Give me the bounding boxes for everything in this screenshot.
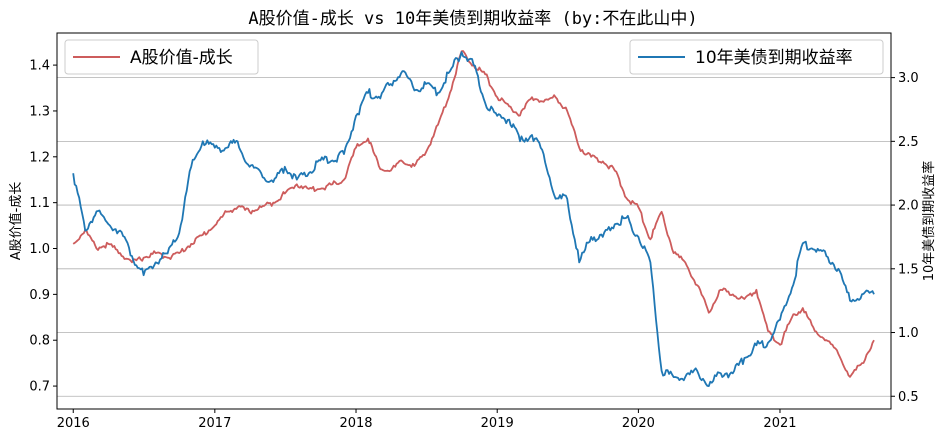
right-tick-label: 1.0 <box>898 326 919 341</box>
right-axis-label: 10年美债到期收益率 <box>921 161 937 282</box>
x-tick-label: 2020 <box>622 416 655 431</box>
legend-left-label: A股价值-成长 <box>130 48 233 68</box>
x-tick-label: 2019 <box>481 416 514 431</box>
left-tick-label: 0.7 <box>29 380 50 395</box>
left-tick-label: 0.8 <box>29 334 50 349</box>
chart-title: A股价值-成长 vs 10年美债到期收益率 (by:不在此山中) <box>248 9 697 29</box>
right-axis-grid <box>57 77 891 397</box>
legend-right-label: 10年美债到期收益率 <box>695 48 853 68</box>
legend-right: 10年美债到期收益率 <box>629 39 884 75</box>
right-tick-label: 1.5 <box>898 262 919 277</box>
legend-left: A股价值-成长 <box>64 39 259 75</box>
x-tick-label: 2017 <box>198 416 231 431</box>
right-y-axis: 0.5 1.0 1.5 2.0 2.5 3.0 <box>891 71 919 405</box>
left-tick-label: 1.0 <box>29 242 50 257</box>
series-line-value-growth <box>72 50 875 378</box>
series-layer <box>72 50 875 388</box>
left-tick-label: 1.4 <box>29 59 50 74</box>
series-line-us10y-yield <box>72 51 875 388</box>
plot-area-frame <box>56 32 892 410</box>
x-tick-label: 2021 <box>763 416 796 431</box>
right-tick-label: 3.0 <box>898 71 919 86</box>
legend-left-box <box>64 39 259 75</box>
left-y-axis: 0.7 0.8 0.9 1.0 1.1 1.2 1.3 1.4 <box>29 59 57 395</box>
left-tick-label: 1.1 <box>29 196 50 211</box>
right-tick-label: 2.5 <box>898 135 919 150</box>
left-tick-label: 1.3 <box>29 104 50 119</box>
right-tick-label: 0.5 <box>898 390 919 405</box>
x-tick-label: 2016 <box>57 416 90 431</box>
right-tick-label: 2.0 <box>898 199 919 214</box>
left-axis-label: A股价值-成长 <box>8 182 24 261</box>
left-tick-label: 0.9 <box>29 288 50 303</box>
x-axis: 2016 2017 2018 2019 2020 2021 <box>57 409 797 431</box>
left-tick-label: 1.2 <box>29 150 50 165</box>
legend-right-box <box>629 39 884 75</box>
x-tick-label: 2018 <box>339 416 372 431</box>
